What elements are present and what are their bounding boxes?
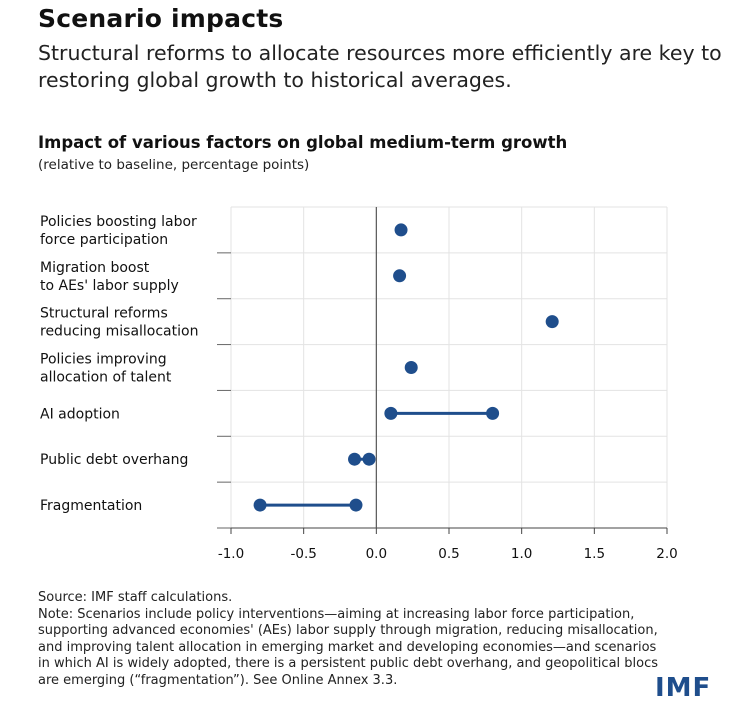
category-label: allocation of talent [40,370,172,386]
category-label: Policies improving [40,352,167,368]
chart-subtitle: (relative to baseline, percentage points… [38,157,310,173]
x-tick-label: 1.0 [511,546,532,562]
data-point [362,452,376,466]
chart-footer: Source: IMF staff calculations. Note: Sc… [38,590,658,689]
source-note: Source: IMF staff calculations. [38,590,233,605]
chart-note: Note: Scenarios include policy intervent… [38,606,659,688]
data-point [348,452,362,466]
x-tick-label: 2.0 [656,546,677,562]
x-tick-label: -1.0 [218,546,244,562]
data-point [404,361,418,374]
x-tick-label: 1.5 [584,546,605,562]
category-label: force participation [40,232,168,248]
page-title: Scenario impacts [38,4,284,33]
category-label: Policies boosting labor [40,214,197,230]
data-point [393,269,407,283]
category-label: Public debt overhang [40,452,188,468]
data-point [253,498,267,512]
x-tick-label: 0.5 [438,546,459,562]
category-label: Structural reforms [40,306,168,322]
data-point [486,406,500,420]
x-tick-label: -0.5 [290,546,316,562]
chart-title: Impact of various factors on global medi… [38,133,568,152]
category-label: reducing misallocation [40,324,198,340]
data-point [349,498,363,512]
category-label: AI adoption [40,406,120,422]
category-label: to AEs' labor supply [40,278,179,294]
data-point [394,223,408,237]
x-tick-label: 0.0 [366,546,387,562]
data-point [545,315,559,329]
imf-logo: IMF [655,673,712,703]
category-label: Migration boost [40,260,150,276]
page-subtitle: Structural reforms to allocate resources… [38,41,722,92]
category-label: Fragmentation [40,498,142,514]
data-point [384,406,398,420]
